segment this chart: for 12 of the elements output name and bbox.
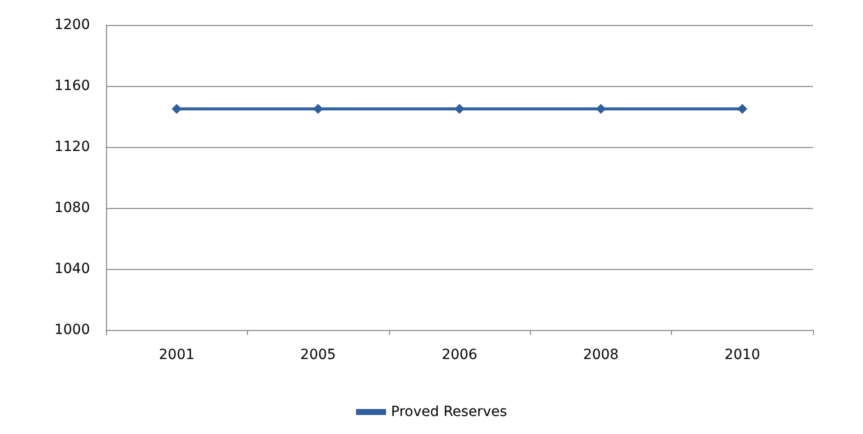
y-tick-label: 1080 — [54, 200, 90, 216]
x-tick-label: 2006 — [442, 347, 478, 363]
y-tick-label: 1040 — [54, 261, 90, 277]
y-tick-label: 1000 — [54, 322, 90, 338]
legend-label: Proved Reserves — [390, 404, 508, 420]
x-tick-label: 2005 — [300, 347, 336, 363]
x-tick-label: 2008 — [583, 347, 619, 363]
y-tick-label: 1160 — [54, 78, 90, 94]
y-tick-label: 1120 — [54, 139, 90, 155]
x-tick-label: 2010 — [724, 347, 760, 363]
y-tick-label: 1200 — [54, 17, 90, 33]
x-tick-label: 2001 — [158, 347, 195, 363]
